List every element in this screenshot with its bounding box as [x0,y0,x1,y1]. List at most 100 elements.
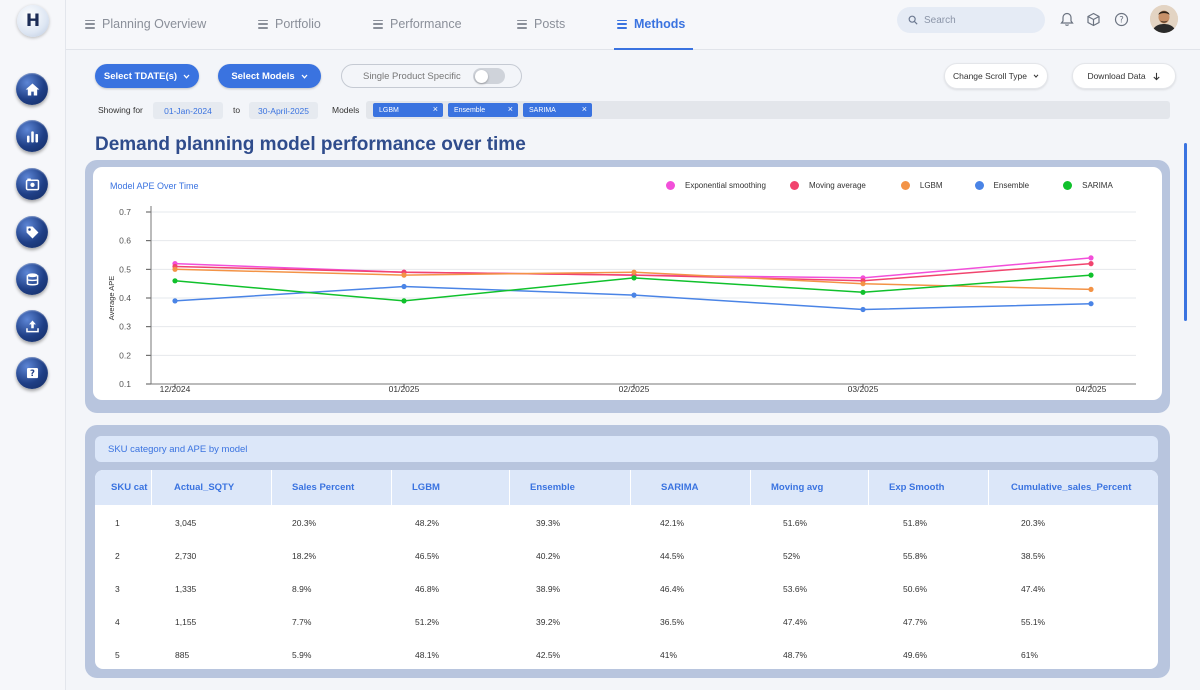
user-avatar[interactable] [1150,5,1178,33]
menu-icon [85,19,95,29]
select-models-button[interactable]: Select Models [218,64,321,88]
from-date-chip[interactable]: 01-Jan-2024 [153,102,223,119]
tab-methods[interactable]: Methods [613,16,694,50]
bar-chart-icon[interactable] [16,120,48,152]
table-cell: 46.8% [415,584,440,594]
legend-swatch [1063,181,1073,190]
tab-planning-overview[interactable]: Planning Overview [85,16,206,32]
y-tick-label: 0.5 [119,264,131,274]
line-chart: 0.7 0.6 0.5 0.4 0.3 0.2 0.1 Average APE 12/2024 0… [107,206,1136,394]
top-navigation: Planning Overview Portfolio Performance … [66,0,1200,50]
svg-text:?: ? [1119,16,1124,26]
cube-icon[interactable] [1085,11,1102,28]
table-cell: 47.7% [903,617,928,627]
column-header[interactable]: Cumulative_sales_Percent [988,470,1158,505]
model-chip-ensemble[interactable]: Ensemble × [448,103,518,117]
table-cell: 51.2% [415,617,440,627]
legend-label: LGBM [919,181,943,190]
help-icon[interactable]: ? [16,357,48,389]
legend-item[interactable]: LGBM [900,181,943,190]
x-tick-label: 03/2025 [848,384,879,394]
data-point [1088,286,1094,292]
table-cell: 44.5% [660,551,685,561]
remove-chip-icon[interactable]: × [581,104,587,114]
table-header: SKU cat Actual_SQTY Sales Percent LGBM Ensem… [95,470,1158,505]
table-cell: 48.7% [783,650,808,660]
page-scrollbar[interactable] [1184,143,1187,321]
bell-icon[interactable] [1058,11,1075,28]
legend-item[interactable]: Moving average [789,181,866,190]
change-scroll-type-button[interactable]: Change Scroll Type [944,63,1048,89]
data-point [1088,272,1094,278]
table-cell: 39.3% [536,518,561,528]
data-point [401,272,407,278]
model-chip-sarima[interactable]: SARIMA × [523,103,592,117]
legend-item[interactable]: Ensemble [974,181,1030,190]
table-cell: 40.2% [536,551,561,561]
table-cell: 51.8% [903,518,928,528]
table-cell: 38.9% [536,584,561,594]
single-product-toggle[interactable] [473,68,505,84]
column-header[interactable]: Ensemble [509,470,630,505]
tab-performance[interactable]: Performance [373,16,462,32]
column-header[interactable]: Exp Smooth [868,470,988,505]
download-data-button[interactable]: Download Data [1072,63,1176,89]
to-label: to [233,105,241,115]
database-icon[interactable] [16,263,48,295]
data-point [631,292,637,298]
legend-item[interactable]: SARIMA [1063,181,1113,190]
chart-card: Model APE Over Time Exponential smoothin… [93,167,1162,400]
legend-swatch [900,181,910,190]
app-logo[interactable]: H [17,5,49,37]
y-tick-label: 0.1 [119,379,131,389]
table-cell: 3 [115,584,120,594]
column-header[interactable]: LGBM [391,470,509,505]
tag-icon[interactable] [16,216,48,248]
search-input[interactable] [924,14,1034,26]
legend-label: SARIMA [1082,181,1113,190]
chart-panel: Model APE Over Time Exponential smoothin… [85,160,1170,413]
column-header[interactable]: SARIMA [630,470,750,505]
legend-label: Exponential smoothing [685,181,766,190]
table-cell: 46.5% [415,551,440,561]
table-cell: 52% [783,551,801,561]
tab-portfolio[interactable]: Portfolio [258,16,321,32]
brand-icon[interactable] [16,168,48,200]
home-icon[interactable] [16,73,48,105]
column-header[interactable]: Sales Percent [271,470,391,505]
search-box [897,7,1045,33]
chevron-down-icon [183,74,190,79]
select-tdate-button[interactable]: Select TDATE(s) [95,64,199,88]
column-header[interactable]: Actual_SQTY [151,470,271,505]
legend-label: Ensemble [993,181,1030,190]
models-filter-bar[interactable]: LGBM × Ensemble × SARIMA × [366,101,1170,119]
remove-chip-icon[interactable]: × [507,104,513,114]
x-tick-label: 01/2025 [389,384,420,394]
legend-item[interactable]: Exponential smoothing [666,181,766,190]
help-circle-icon[interactable]: ? [1113,11,1130,28]
table-cell: 50.6% [903,584,928,594]
to-date-chip[interactable]: 30-April-2025 [249,102,318,119]
table-cell: 1,335 [175,584,197,594]
table-cell: 5 [115,650,120,660]
table-cell: 885 [175,650,190,660]
table-cell: 5.9% [292,650,312,660]
chart-title: Model APE Over Time [110,181,199,191]
table-cell: 42.1% [660,518,685,528]
table-cell: 41% [660,650,678,660]
model-chip-lgbm[interactable]: LGBM × [373,103,443,117]
table-cell: 3,045 [175,518,197,528]
column-header[interactable]: Moving avg [750,470,868,505]
chevron-down-icon [1033,74,1039,78]
table-cell: 48.2% [415,518,440,528]
remove-chip-icon[interactable]: × [432,104,438,114]
upload-icon[interactable] [16,310,48,342]
table-cell: 2 [115,551,120,561]
data-point [860,306,866,313]
table-cell: 47.4% [1021,584,1046,594]
data-point [1088,255,1094,261]
table-cell: 49.6% [903,650,928,660]
column-header[interactable]: SKU cat [111,482,148,493]
tab-posts[interactable]: Posts [517,16,565,32]
data-point [860,281,866,287]
